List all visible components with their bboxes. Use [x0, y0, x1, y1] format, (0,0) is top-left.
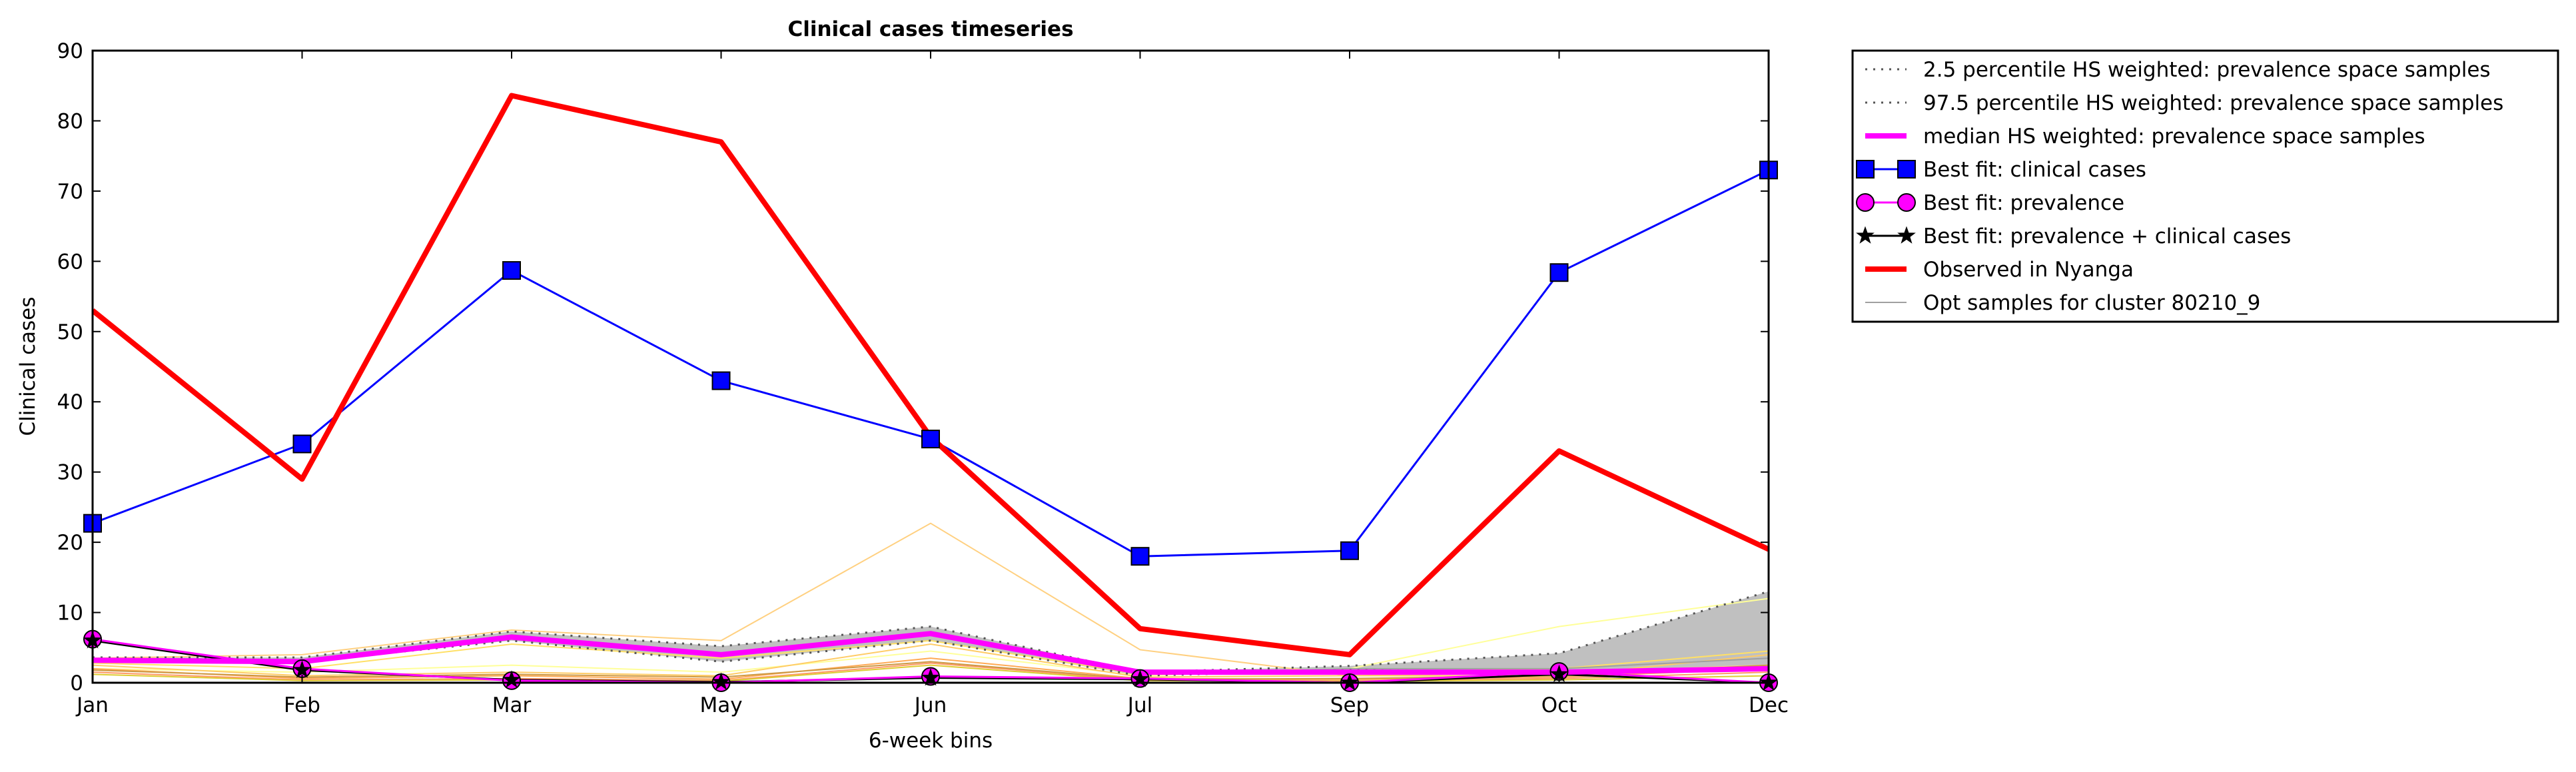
x-tick-label: Jun: [913, 693, 947, 717]
square-marker: [1549, 263, 1569, 282]
x-axis-label: 6-week bins: [869, 729, 993, 753]
square-marker: [502, 261, 521, 280]
legend-label: Best fit: prevalence: [1923, 191, 2124, 215]
y-axis: 0 10 20 30 40 50 60 70 80 90: [57, 39, 1769, 695]
sample-line: [93, 664, 1769, 682]
x-tick-label: Jan: [75, 693, 109, 717]
x-tick-label: Mar: [492, 693, 532, 717]
x-tick-label: Jul: [1126, 693, 1152, 717]
legend-label: Observed in Nyanga: [1923, 258, 2134, 282]
x-tick-label: Oct: [1541, 693, 1577, 717]
star-marker: [1897, 226, 1916, 244]
y-tick-label: 80: [57, 109, 83, 133]
square-marker: [1897, 160, 1916, 179]
y-tick-label: 10: [57, 601, 83, 625]
legend: 2.5 percentile HS weighted: prevalence s…: [1851, 49, 2559, 323]
square-marker: [921, 430, 940, 449]
y-tick-label: 20: [57, 531, 83, 555]
square-marker: [711, 371, 731, 390]
legend-label: median HS weighted: prevalence space sam…: [1923, 125, 2425, 149]
y-tick-label: 30: [57, 461, 83, 485]
circle-marker: [1856, 193, 1875, 212]
square-marker: [1856, 160, 1875, 179]
star-marker: [292, 660, 312, 678]
legend-label: Best fit: clinical cases: [1923, 158, 2146, 182]
x-tick-label: Dec: [1749, 693, 1789, 717]
legend-items: 2.5 percentile HS weighted: prevalence s…: [1856, 58, 2503, 315]
y-tick-label: 40: [57, 390, 83, 414]
markers-layer: [83, 161, 1778, 692]
x-axis: Jan Feb Mar May Jun Jul Sep Oct Dec: [75, 51, 1789, 717]
legend-label: Best fit: prevalence + clinical cases: [1923, 224, 2291, 248]
x-tick-label: Feb: [284, 693, 320, 717]
series-line: [93, 169, 1769, 558]
square-marker: [292, 434, 312, 454]
legend-frame: [1851, 49, 2559, 323]
square-marker: [1340, 541, 1359, 560]
sample-line: [93, 597, 1769, 677]
y-axis-label: Clinical cases: [16, 296, 40, 436]
plot-area: [83, 49, 1778, 692]
y-tick-label: 70: [57, 180, 83, 204]
x-tick-label: Sep: [1330, 693, 1369, 717]
series-line: [93, 639, 1769, 677]
star-marker: [1856, 226, 1875, 244]
sample-line: [93, 662, 1769, 681]
series-layer: [93, 93, 1769, 683]
series-line: [93, 93, 1769, 657]
legend-label: 97.5 percentile HS weighted: prevalence …: [1923, 91, 2503, 115]
square-marker: [1130, 547, 1150, 566]
plot-frame: [91, 49, 1770, 684]
y-tick-label: 50: [57, 320, 83, 344]
x-tick-label: May: [699, 693, 742, 717]
y-tick-label: 90: [57, 39, 83, 63]
y-tick-label: 0: [70, 671, 83, 695]
legend-label: 2.5 percentile HS weighted: prevalence s…: [1923, 58, 2491, 82]
legend-label: Opt samples for cluster 80210_9: [1923, 291, 2260, 315]
chart-title: Clinical cases timeseries: [787, 17, 1073, 41]
series-line: [93, 590, 1769, 673]
circle-marker: [1897, 193, 1916, 212]
y-tick-label: 60: [57, 250, 83, 274]
series-line: [93, 631, 1769, 675]
